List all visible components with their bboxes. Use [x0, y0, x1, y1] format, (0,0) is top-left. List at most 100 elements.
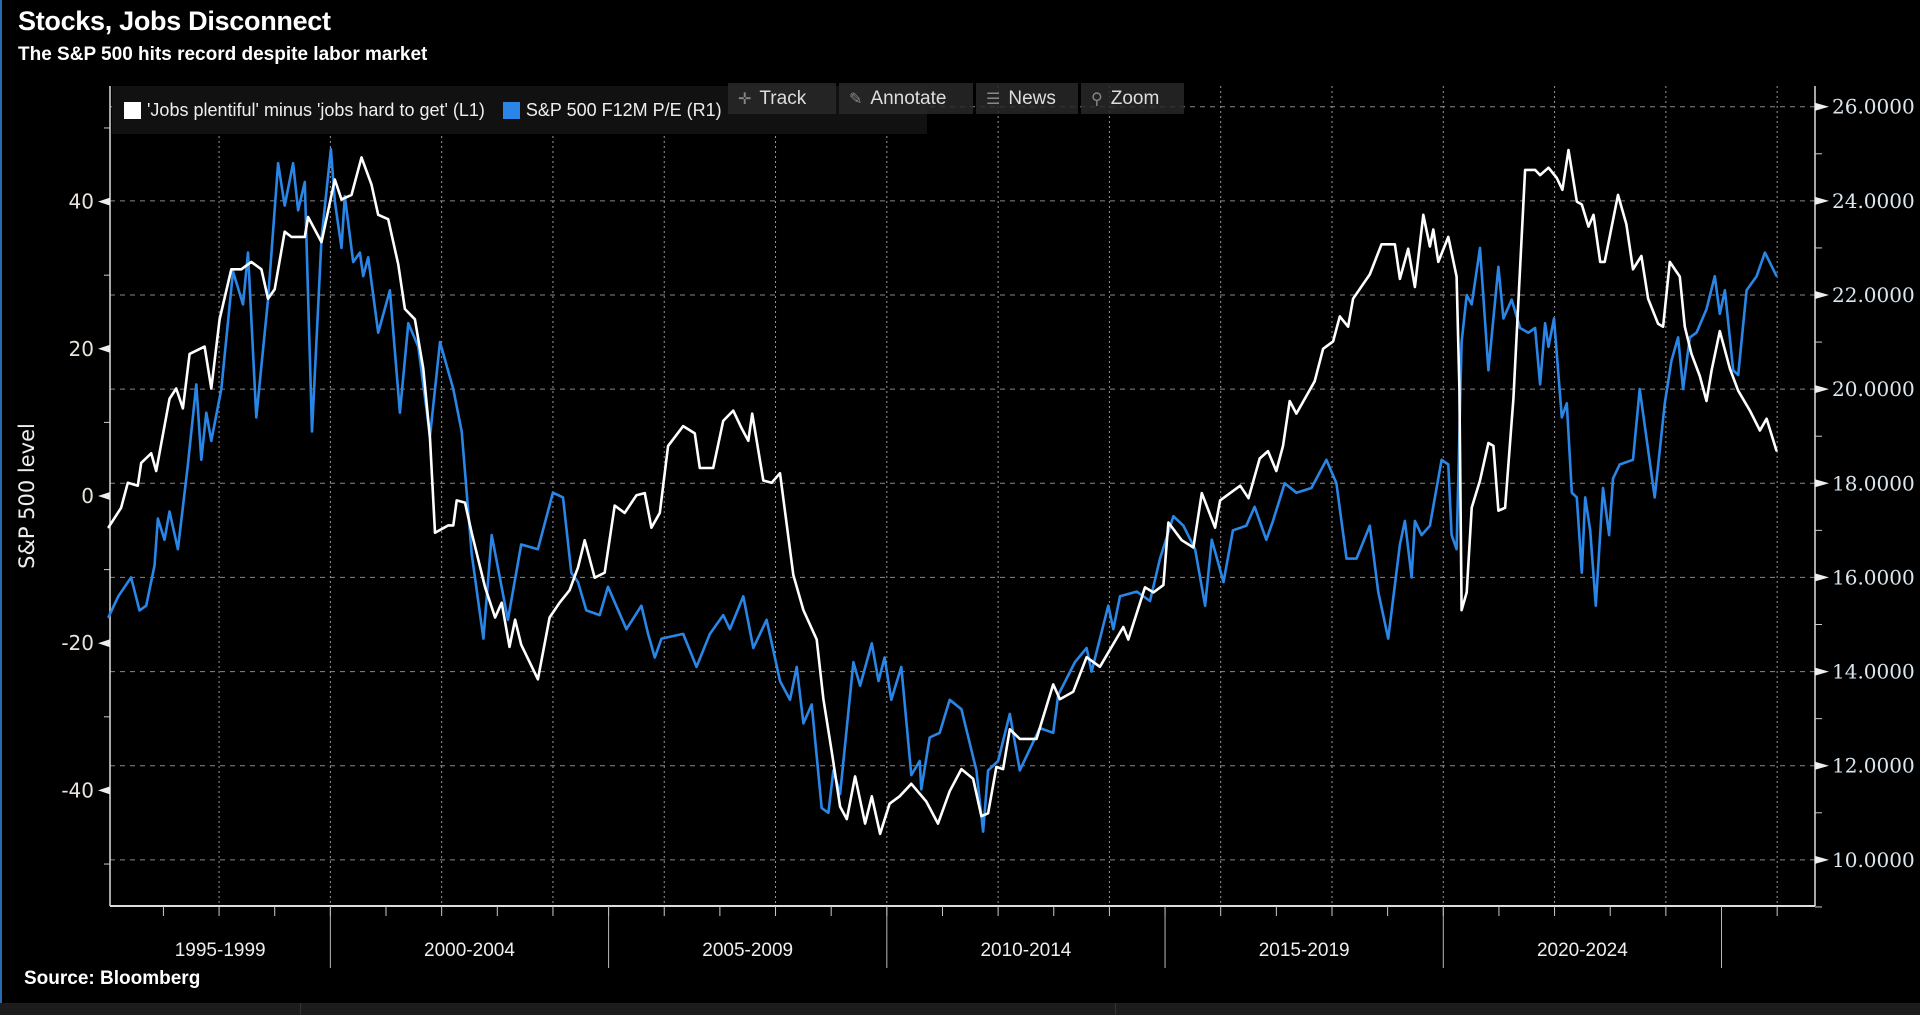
- pe-point: [1377, 590, 1379, 593]
- pe-point: [1172, 515, 1175, 518]
- jobs-point: [980, 815, 983, 817]
- jobs-point: [1288, 400, 1291, 402]
- jobs-point: [879, 833, 881, 835]
- jobs-point: [1282, 445, 1284, 447]
- zoom-button[interactable]: ⚲ Zoom: [1081, 83, 1184, 114]
- pe-point: [1688, 336, 1691, 339]
- jobs-point: [230, 268, 233, 271]
- jobs-point: [1429, 245, 1431, 248]
- jobs-point: [210, 387, 213, 390]
- series-pe: [107, 147, 1778, 833]
- jobs-point: [127, 481, 129, 484]
- jobs-point: [568, 589, 571, 592]
- pe-point: [367, 256, 369, 259]
- pe-point: [1387, 637, 1389, 640]
- jobs-point: [307, 216, 309, 218]
- annotate-button[interactable]: ✎ Annotate: [839, 83, 973, 114]
- jobs-point: [1617, 194, 1619, 196]
- left-tick-marker: [98, 197, 110, 206]
- pe-point: [490, 534, 493, 536]
- right-tick-label: 10.0000: [1832, 848, 1915, 872]
- jobs-point: [987, 812, 989, 815]
- jobs-point: [1214, 526, 1216, 529]
- pe-point: [1584, 496, 1586, 499]
- jobs-point: [937, 822, 939, 825]
- pe-point: [1112, 628, 1115, 631]
- jobs-point: [1002, 768, 1004, 770]
- right-tick-marker: [1815, 855, 1829, 864]
- pe-point: [1052, 731, 1055, 734]
- jobs-point: [1690, 353, 1693, 355]
- pe-point: [765, 619, 768, 621]
- pe-point: [653, 656, 656, 659]
- jobs-point: [864, 822, 866, 825]
- jobs-point: [972, 777, 974, 780]
- jobs-point: [1561, 188, 1564, 191]
- pe-point: [1677, 336, 1679, 339]
- pe-point: [1653, 496, 1656, 499]
- pe-point: [195, 383, 198, 386]
- pe-point: [352, 261, 354, 263]
- pe-point: [297, 209, 299, 212]
- magnifier-icon: ⚲: [1091, 90, 1103, 108]
- pe-point: [330, 148, 332, 150]
- pe-point: [585, 609, 588, 612]
- track-button[interactable]: ✛ Track: [728, 83, 836, 114]
- jobs-point: [447, 524, 450, 527]
- pe-point: [1487, 369, 1490, 372]
- pe-point: [460, 430, 463, 433]
- pe-point: [130, 576, 132, 579]
- jobs-point: [520, 643, 523, 646]
- news-button[interactable]: ☰ News: [976, 83, 1078, 114]
- jobs-point: [779, 472, 781, 474]
- pe-point: [359, 251, 361, 254]
- right-tick-label: 24.0000: [1832, 189, 1915, 213]
- jobs-point: [1275, 470, 1278, 472]
- jobs-point: [1729, 367, 1731, 370]
- right-tick-marker: [1815, 573, 1829, 582]
- pe-point: [1719, 313, 1721, 315]
- left-tick-marker: [98, 639, 110, 648]
- crosshair-icon: ✛: [738, 90, 752, 108]
- legend-item-pe[interactable]: S&P 500 F12M P/E (R1): [502, 100, 722, 121]
- pe-point: [1705, 308, 1708, 310]
- pe-point: [1149, 600, 1151, 602]
- jobs-point: [1458, 387, 1461, 390]
- jobs-point: [1749, 409, 1751, 412]
- jobs-point: [1322, 347, 1324, 350]
- jobs-point: [494, 616, 496, 619]
- pe-point: [1732, 369, 1734, 372]
- pe-point: [1194, 548, 1196, 550]
- pe-point: [200, 458, 203, 461]
- jobs-point: [303, 236, 306, 238]
- pe-point: [1204, 604, 1206, 607]
- pe-point: [1576, 496, 1578, 499]
- jobs-point: [537, 678, 539, 681]
- jobs-point: [422, 367, 425, 370]
- jobs-point: [1352, 297, 1354, 300]
- jobs-point: [168, 398, 171, 400]
- jobs-point: [1592, 214, 1595, 216]
- jobs-point: [1632, 268, 1634, 271]
- jobs-point: [273, 288, 276, 290]
- legend-item-jobs[interactable]: 'Jobs plentiful' minus 'jobs hard to get…: [124, 100, 485, 121]
- pe-point: [377, 331, 380, 334]
- jobs-point: [558, 601, 561, 604]
- jobs-point: [910, 783, 913, 785]
- pe-point: [1594, 604, 1597, 607]
- pe-point: [1245, 524, 1248, 527]
- jobs-point: [1162, 584, 1165, 586]
- pe-point: [552, 491, 554, 494]
- jobs-point: [1581, 203, 1583, 206]
- jobs-point: [360, 156, 363, 159]
- jobs-point: [1072, 690, 1075, 693]
- jobs-point: [1455, 275, 1458, 278]
- status-divider: [300, 1003, 301, 1015]
- pe-point: [389, 289, 391, 292]
- pe-point: [1450, 534, 1453, 536]
- jobs-point: [340, 198, 343, 201]
- pe-point: [220, 388, 223, 390]
- jobs-point: [1247, 497, 1250, 500]
- pe-point: [1602, 487, 1604, 489]
